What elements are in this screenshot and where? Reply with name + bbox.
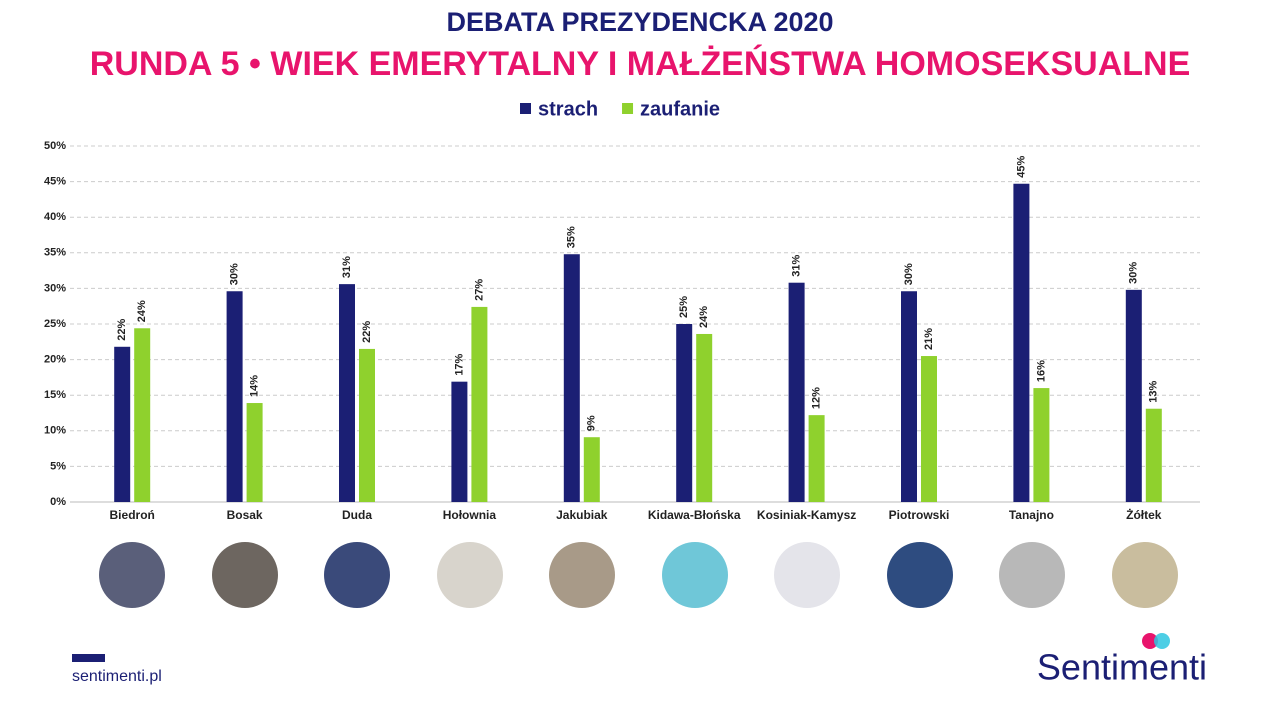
bar xyxy=(1033,388,1050,502)
bar xyxy=(788,282,805,502)
value-label: 12% xyxy=(811,387,823,409)
chart-title: DEBATA PREZYDENCKA 2020 xyxy=(446,7,833,37)
photo xyxy=(437,542,503,608)
bar xyxy=(696,333,713,502)
bar xyxy=(808,415,825,502)
value-label: 21% xyxy=(923,328,935,350)
bar xyxy=(1013,183,1030,502)
x-tick-label: Hołownia xyxy=(443,508,497,522)
x-tick-label: Biedroń xyxy=(110,508,155,522)
bar xyxy=(471,306,488,502)
bar xyxy=(563,254,580,502)
y-tick-label: 35% xyxy=(44,247,66,259)
value-label: 35% xyxy=(566,226,578,248)
photo xyxy=(774,542,840,608)
x-tick-label: Bosak xyxy=(227,508,263,522)
legend-swatch xyxy=(520,103,531,114)
bar xyxy=(583,437,600,502)
photos xyxy=(99,542,1178,608)
value-label: 16% xyxy=(1035,360,1047,382)
bar xyxy=(246,403,263,502)
value-label: 25% xyxy=(678,296,690,318)
y-tick-label: 40% xyxy=(44,211,66,223)
photo xyxy=(887,542,953,608)
logo-icon xyxy=(1142,633,1158,649)
x-tick-label: Kosiniak-Kamysz xyxy=(757,508,856,522)
photo xyxy=(99,542,165,608)
value-label: 27% xyxy=(473,279,485,301)
y-tick-label: 15% xyxy=(44,389,66,401)
value-label: 22% xyxy=(361,321,373,343)
bar xyxy=(134,328,151,502)
photo xyxy=(999,542,1065,608)
bar xyxy=(1125,289,1142,502)
chart-subtitle: RUNDA 5 • WIEK EMERYTALNY I MAŁŻEŃSTWA H… xyxy=(90,45,1191,83)
photo xyxy=(1112,542,1178,608)
value-label: 24% xyxy=(136,300,148,322)
value-label: 24% xyxy=(698,306,710,328)
y-tick-label: 20% xyxy=(44,354,66,366)
y-tick-label: 5% xyxy=(50,460,66,472)
logo-icon xyxy=(1154,633,1170,649)
value-label: 30% xyxy=(903,263,915,285)
y-tick-label: 0% xyxy=(50,496,66,508)
bar xyxy=(921,356,937,502)
value-label: 45% xyxy=(1015,156,1027,178)
footer-bar xyxy=(72,654,105,662)
value-label: 9% xyxy=(586,415,598,431)
x-tick-label: Kidawa-Błońska xyxy=(648,508,741,522)
photo xyxy=(212,542,278,608)
y-tick-label: 25% xyxy=(44,318,66,330)
x-tick-label: Jakubiak xyxy=(556,508,608,522)
photo xyxy=(324,542,390,608)
bar xyxy=(901,291,917,502)
bar xyxy=(226,291,243,502)
y-tick-label: 50% xyxy=(44,140,66,152)
value-label: 30% xyxy=(229,263,241,285)
value-label: 22% xyxy=(116,319,128,341)
x-tick-label: Piotrowski xyxy=(889,508,950,522)
y-tick-label: 10% xyxy=(44,425,66,437)
y-tick-label: 45% xyxy=(44,176,66,188)
x-tick-label: Tanajno xyxy=(1009,508,1054,522)
footer-brand: Sentimenti xyxy=(1037,647,1207,688)
bar xyxy=(676,324,693,502)
legend-label: zaufanie xyxy=(640,98,720,120)
value-label: 30% xyxy=(1128,262,1140,284)
photo xyxy=(662,542,728,608)
value-label: 31% xyxy=(341,256,353,278)
bar xyxy=(451,381,468,502)
x-tick-label: Żółtek xyxy=(1126,507,1162,522)
value-label: 17% xyxy=(453,353,465,375)
footer-website: sentimenti.pl xyxy=(72,668,162,685)
value-label: 13% xyxy=(1148,380,1160,402)
legend-label: strach xyxy=(538,98,598,120)
bar xyxy=(339,284,355,502)
legend-swatch xyxy=(622,103,634,114)
y-tick-label: 30% xyxy=(44,282,66,294)
photo xyxy=(549,542,615,608)
bar xyxy=(114,346,131,502)
x-tick-label: Duda xyxy=(342,508,372,522)
bar xyxy=(1145,408,1162,502)
bar xyxy=(359,348,375,502)
value-label: 14% xyxy=(249,375,261,397)
value-label: 31% xyxy=(791,254,803,276)
